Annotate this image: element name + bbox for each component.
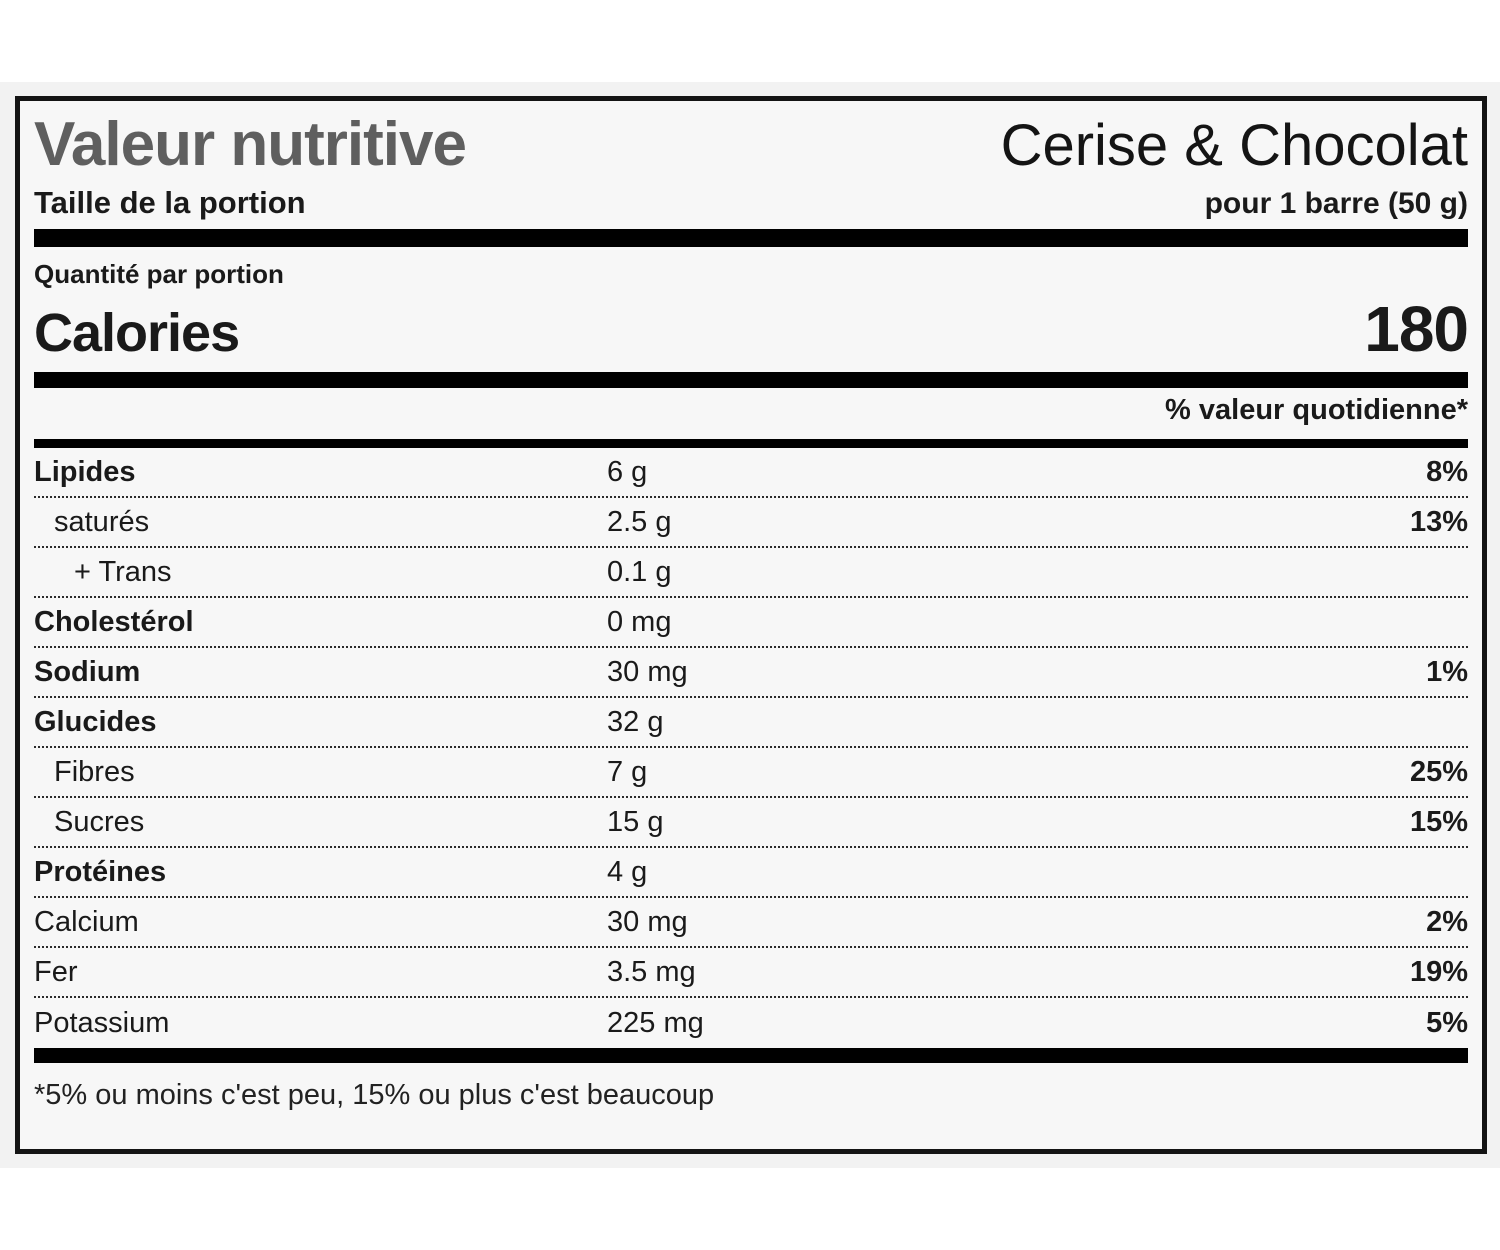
- nutrient-name: + Trans: [74, 555, 172, 588]
- table-row: Sucres 15 g 15%: [34, 798, 1468, 849]
- nutrition-facts-label: Valeur nutritive Cerise & Chocolat Taill…: [15, 96, 1487, 1154]
- nutrient-amount: 30 mg: [607, 905, 688, 938]
- serving-size-value: pour 1 barre (50 g): [1204, 187, 1468, 221]
- nutrient-amount: 0.1 g: [607, 555, 672, 588]
- nutrient-daily-value: 1%: [1426, 655, 1468, 688]
- table-row: Potassium 225 mg 5%: [34, 998, 1468, 1048]
- nutrient-amount: 6 g: [607, 455, 648, 488]
- nutrient-amount: 7 g: [607, 755, 648, 788]
- nutrient-daily-value: 13%: [1409, 505, 1468, 538]
- nutrient-daily-value: 2%: [1426, 905, 1468, 938]
- nutrient-name: Sodium: [34, 655, 141, 688]
- separator-bar-thin: [34, 439, 1468, 449]
- nutrient-name: Sucres: [54, 805, 145, 838]
- nutrient-amount: 15 g: [607, 805, 664, 838]
- nutrient-amount: 4 g: [607, 855, 648, 888]
- table-row: Cholestérol 0 mg: [34, 598, 1468, 649]
- nutrient-daily-value: 5%: [1426, 1006, 1468, 1039]
- daily-value-footnote: *5% ou moins c'est peu, 15% ou plus c'es…: [34, 1079, 715, 1112]
- serving-size-label: Taille de la portion: [34, 185, 306, 221]
- table-row: Sodium 30 mg 1%: [34, 648, 1468, 699]
- nutrient-table: Lipides 6 g 8% saturés 2.5 g 13% + Trans…: [34, 448, 1468, 1048]
- nutrient-name: Fibres: [54, 755, 135, 788]
- table-row: Lipides 6 g 8%: [34, 448, 1468, 499]
- table-row: Calcium 30 mg 2%: [34, 898, 1468, 949]
- calories-label: Calories: [34, 303, 240, 364]
- nutrient-amount: 225 mg: [607, 1006, 704, 1039]
- separator-bar-bottom: [34, 1048, 1468, 1064]
- label-title: Valeur nutritive: [34, 110, 467, 179]
- table-row: Protéines 4 g: [34, 848, 1468, 899]
- nutrient-name: saturés: [54, 505, 150, 538]
- table-row: Fer 3.5 mg 19%: [34, 948, 1468, 999]
- nutrient-daily-value: 15%: [1409, 805, 1468, 838]
- separator-bar-medium: [34, 372, 1468, 389]
- nutrient-daily-value: 25%: [1409, 755, 1468, 788]
- table-row: Fibres 7 g 25%: [34, 748, 1468, 799]
- table-row: Glucides 32 g: [34, 698, 1468, 749]
- nutrient-name: Glucides: [34, 705, 157, 738]
- nutrient-name: Potassium: [34, 1006, 170, 1039]
- nutrient-name: Protéines: [34, 855, 167, 888]
- nutrient-amount: 32 g: [607, 705, 664, 738]
- nutrient-name: Calcium: [34, 905, 139, 938]
- nutrient-name: Lipides: [34, 455, 136, 488]
- nutrient-name: Cholestérol: [34, 605, 194, 638]
- label-header: Valeur nutritive Cerise & Chocolat: [34, 110, 1468, 179]
- serving-row: Taille de la portion pour 1 barre (50 g): [34, 185, 1468, 221]
- daily-value-header: % valeur quotidienne*: [1165, 394, 1468, 427]
- nutrient-amount: 2.5 g: [607, 505, 672, 538]
- nutrient-amount: 3.5 mg: [607, 955, 696, 988]
- calories-value: 180: [1364, 293, 1469, 366]
- nutrient-amount: 30 mg: [607, 655, 688, 688]
- nutrient-daily-value: 8%: [1426, 455, 1468, 488]
- nutrient-name: Fer: [34, 955, 78, 988]
- table-row: saturés 2.5 g 13%: [34, 498, 1468, 549]
- separator-bar-thick: [34, 229, 1468, 248]
- nutrient-daily-value: 19%: [1409, 955, 1468, 988]
- table-row: + Trans 0.1 g: [34, 548, 1468, 599]
- calories-row: Calories 180: [34, 292, 1469, 366]
- amount-per-portion-label: Quantité par portion: [34, 259, 284, 290]
- nutrient-amount: 0 mg: [607, 605, 672, 638]
- product-name: Cerise & Chocolat: [1000, 113, 1468, 178]
